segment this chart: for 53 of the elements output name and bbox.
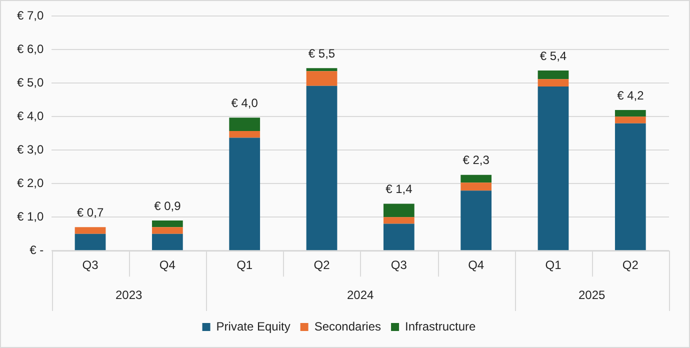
bar <box>614 123 646 250</box>
bar <box>306 86 338 250</box>
x-tick-label: Q1 <box>236 258 253 272</box>
x-tick-label: Q3 <box>82 258 99 272</box>
bar <box>229 118 260 132</box>
bar <box>538 70 569 80</box>
bar <box>152 220 183 228</box>
bar <box>614 110 646 117</box>
x-tick-label: Q1 <box>545 258 562 272</box>
bar <box>614 116 646 124</box>
bar <box>74 234 106 250</box>
total-label: € 0,7 <box>76 205 104 220</box>
bar <box>538 86 569 250</box>
y-tick-label: € - <box>30 242 44 257</box>
bar <box>460 182 492 191</box>
total-label: € 1,4 <box>386 182 413 196</box>
x-tick-label: Q4 <box>468 258 484 272</box>
total-label: € 4,2 <box>617 88 644 102</box>
total-label: € 5,5 <box>308 46 336 60</box>
bar <box>460 190 492 250</box>
legend-label: Infrastructure <box>405 319 476 334</box>
x-tick-label: Q4 <box>159 258 176 272</box>
bar <box>152 234 183 250</box>
y-tick-label: € 5,0 <box>16 75 44 90</box>
y-tick-label: € 1,0 <box>16 209 44 224</box>
total-label: € 2,3 <box>462 153 490 168</box>
bar <box>460 174 492 183</box>
bar <box>229 131 260 138</box>
legend-label: Secondaries <box>314 319 382 334</box>
y-tick-label: € 4,0 <box>16 108 44 123</box>
bar <box>538 79 569 87</box>
bar <box>383 217 414 224</box>
x-tick-label: Q2 <box>314 258 330 272</box>
y-tick-label: € 3,0 <box>16 142 44 156</box>
text: 2025 <box>578 288 606 302</box>
total-label: € 0,9 <box>154 198 182 213</box>
bar <box>383 224 414 250</box>
y-tick-label: € 7,0 <box>16 8 44 23</box>
total-label: € 4,0 <box>231 96 258 110</box>
bar <box>229 138 260 250</box>
bar <box>306 71 338 86</box>
text: 2024 <box>346 288 374 302</box>
y-tick-label: € 2,0 <box>16 176 44 190</box>
x-tick-label: Q3 <box>390 258 408 272</box>
bar <box>383 204 414 218</box>
x-tick-label: Q2 <box>622 258 639 272</box>
legend-label: Private Equity <box>216 319 290 334</box>
text: 2023 <box>116 288 143 302</box>
total-label: € 5,4 <box>540 48 567 63</box>
bar <box>74 227 106 234</box>
bar <box>306 68 338 72</box>
y-tick-label: € 6,0 <box>16 42 44 56</box>
bar <box>152 227 183 234</box>
